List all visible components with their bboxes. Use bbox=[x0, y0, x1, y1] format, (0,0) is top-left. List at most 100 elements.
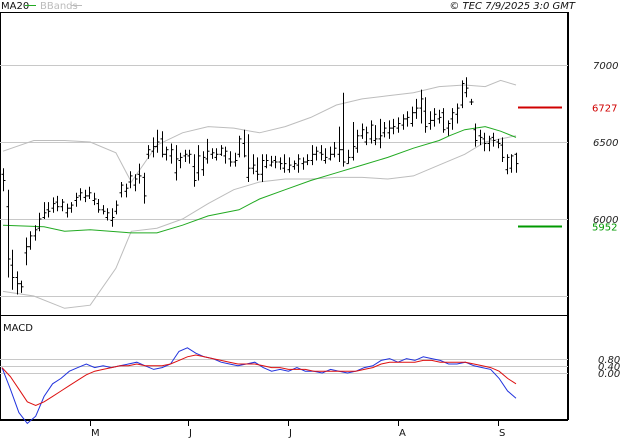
ohlc-bar bbox=[282, 154, 287, 173]
ohlc-bar bbox=[278, 157, 283, 170]
ohlc-bar bbox=[105, 208, 110, 221]
ohlc-bar bbox=[500, 137, 505, 162]
x-tick-label: M bbox=[91, 428, 100, 439]
ohlc-bar bbox=[78, 188, 83, 201]
ohlc-bar bbox=[332, 142, 337, 158]
ohlc-bar bbox=[33, 225, 38, 241]
ohlc-bar bbox=[137, 163, 142, 184]
ohlc-bar bbox=[337, 126, 342, 162]
ohlc-bar bbox=[15, 271, 20, 295]
ohlc-bar bbox=[446, 120, 451, 136]
ohlc-bar bbox=[155, 129, 160, 153]
source-timestamp: © TEC 7/9/2025 3:0 GMT bbox=[449, 1, 576, 12]
ohlc-bar bbox=[246, 134, 251, 182]
legend-ma20-label: MA20 bbox=[1, 1, 29, 12]
x-tick-label: J bbox=[288, 428, 292, 439]
macd-title: MACD bbox=[3, 323, 33, 334]
ohlc-bar bbox=[19, 280, 24, 293]
ohlc-bar bbox=[305, 154, 310, 166]
bollinger-bands bbox=[2, 79, 517, 309]
ohlc-bar bbox=[251, 154, 256, 175]
ohlc-bar bbox=[60, 199, 65, 212]
ohlc-bar bbox=[10, 249, 15, 290]
ohlc-bar bbox=[482, 132, 487, 152]
ohlc-bar bbox=[233, 152, 238, 167]
ohlc-bar bbox=[151, 137, 156, 158]
ohlc-bar bbox=[514, 152, 519, 173]
ohlc-bar bbox=[255, 157, 260, 181]
ohlc-bar bbox=[491, 132, 496, 147]
ohlc-bar bbox=[55, 195, 60, 212]
ohlc-bar bbox=[401, 114, 406, 130]
ohlc-bar bbox=[24, 237, 29, 266]
ohlc-bar bbox=[119, 182, 124, 198]
price-y-tick: 6500 bbox=[593, 138, 618, 149]
ohlc-bar bbox=[396, 117, 401, 133]
ohlc-bar bbox=[37, 212, 42, 232]
ohlc-bar bbox=[437, 109, 442, 124]
ohlc-bar bbox=[6, 189, 11, 278]
ohlc-bar bbox=[301, 157, 306, 170]
ohlc-bar bbox=[269, 155, 274, 167]
ohlc-bar bbox=[133, 174, 138, 192]
ohlc-bar bbox=[450, 108, 455, 130]
ohlc-bar bbox=[96, 199, 101, 213]
ohlc-bar bbox=[382, 122, 387, 138]
price-level-label: 6727 bbox=[592, 104, 617, 115]
ohlc-bar bbox=[28, 231, 33, 250]
ohlc-bar bbox=[441, 108, 446, 133]
price-levels: 6727 5952 bbox=[518, 104, 617, 234]
macd-y-tick: 0.40 bbox=[598, 362, 620, 373]
ohlc-bar bbox=[83, 189, 88, 203]
ohlc-bar bbox=[201, 151, 206, 176]
bb-lower-line bbox=[2, 135, 517, 309]
ohlc-bar bbox=[455, 103, 460, 124]
ohlc-bar bbox=[292, 160, 297, 170]
ohlc-bar bbox=[169, 143, 174, 164]
ohlc-bar bbox=[192, 154, 197, 187]
ohlc-bar bbox=[65, 203, 70, 218]
price-level-label: 5952 bbox=[592, 223, 617, 234]
ohlc-bar bbox=[509, 154, 514, 173]
ohlc-bar bbox=[219, 145, 224, 156]
ohlc-bar bbox=[178, 152, 183, 169]
ohlc-bar bbox=[387, 120, 392, 139]
ohlc-bar bbox=[1, 168, 6, 192]
ohlc-bar bbox=[355, 129, 360, 153]
ohlc-bar bbox=[364, 126, 369, 146]
ohlc-bar bbox=[146, 145, 151, 159]
x-tick-label: J bbox=[188, 428, 192, 439]
legend-bbands-label: BBands bbox=[40, 1, 78, 12]
ohlc-bar bbox=[351, 122, 356, 161]
ohlc-bar bbox=[101, 205, 106, 215]
ohlc-bar bbox=[496, 138, 501, 149]
ohlc-bar bbox=[128, 171, 133, 189]
ohlc-bar bbox=[469, 98, 474, 105]
ohlc-bar bbox=[205, 138, 210, 164]
ohlc-bar bbox=[187, 149, 192, 164]
ohlc-bar bbox=[423, 97, 428, 133]
ohlc-bar bbox=[432, 108, 437, 127]
ohlc-bar bbox=[110, 208, 115, 227]
ohlc-bar bbox=[428, 111, 433, 130]
ohlc-bar bbox=[319, 145, 324, 161]
ohlc-bar bbox=[46, 202, 51, 218]
ohlc-bar bbox=[414, 98, 419, 119]
ohlc-bar bbox=[287, 157, 292, 173]
ohlc-bar bbox=[487, 135, 492, 152]
ohlc-bar bbox=[378, 118, 383, 149]
ohlc-bar bbox=[323, 148, 328, 164]
ohlc-bar bbox=[346, 149, 351, 165]
ohlc-bar bbox=[391, 118, 396, 135]
price-y-tick: 7000 bbox=[593, 61, 618, 72]
ohlc-bar bbox=[314, 146, 319, 161]
ohlc-bar bbox=[260, 154, 265, 182]
ohlc-bar bbox=[273, 155, 278, 169]
ohlc-bar bbox=[210, 148, 215, 159]
ohlc-bar bbox=[328, 146, 333, 161]
ohlc-bar bbox=[87, 186, 92, 199]
ohlc-bar bbox=[160, 131, 165, 158]
x-tick-label: S bbox=[499, 428, 505, 439]
ohlc-bar bbox=[196, 145, 201, 181]
